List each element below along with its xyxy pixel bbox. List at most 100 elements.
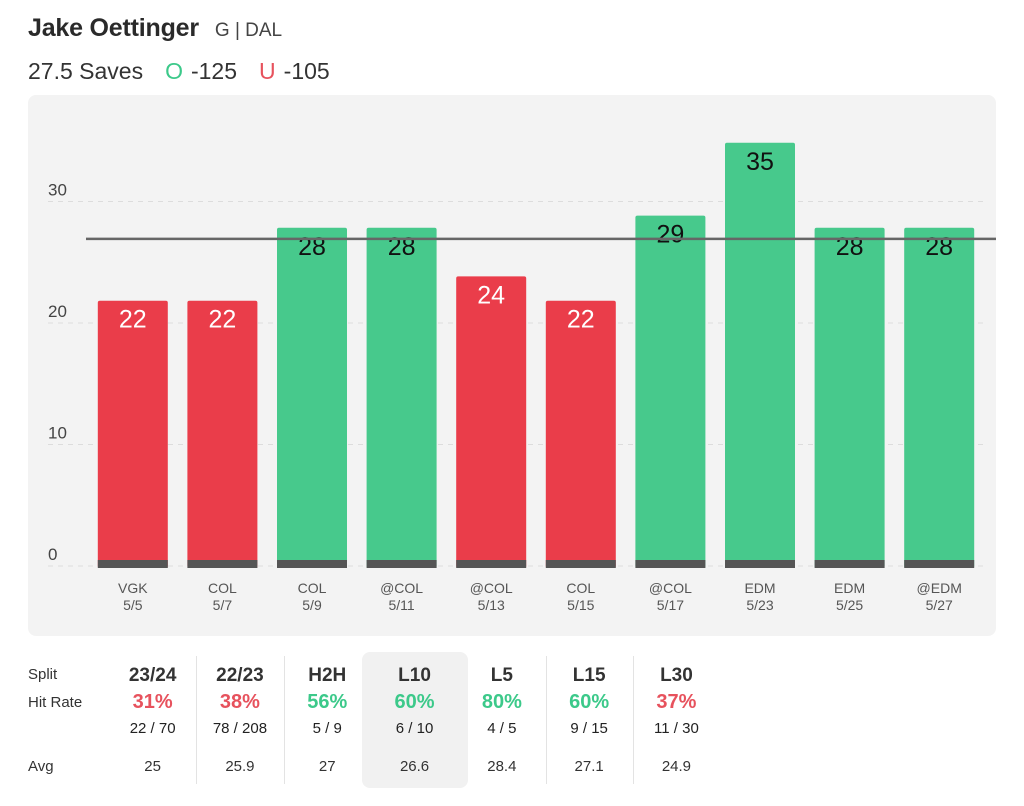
x-date-label: 5/7	[213, 597, 233, 613]
x-date-label: 5/13	[478, 597, 505, 613]
player-position-team: G | DAL	[214, 20, 283, 41]
hit-rate-value: 38%	[219, 691, 260, 713]
bar[interactable]	[366, 227, 437, 569]
x-category-label: EDM	[834, 580, 865, 596]
hit-rate-value: 60%	[394, 691, 435, 713]
under-odds[interactable]: U -105	[259, 58, 330, 85]
bar[interactable]	[635, 215, 706, 568]
over-odds-value: -125	[190, 58, 238, 84]
avg-value: 24.9	[661, 758, 692, 775]
avg-value: 25	[144, 758, 161, 775]
player-name[interactable]: Jake Oettinger	[28, 14, 199, 42]
bar[interactable]	[187, 300, 258, 568]
hit-rate-value: 60%	[569, 691, 610, 713]
x-date-label: 5/17	[657, 597, 684, 613]
bar-value-label: 24	[477, 281, 505, 309]
bar-base	[814, 560, 885, 568]
split-column-2223[interactable]: 22/23 38% 78 / 208 25.9	[187, 652, 293, 788]
avg-value: 27	[318, 758, 336, 775]
x-category-label: EDM	[744, 580, 775, 596]
bar-value-label: 28	[298, 233, 326, 261]
avg-value: 26.6	[399, 758, 430, 775]
column-divider	[196, 656, 198, 784]
bar[interactable]	[545, 300, 616, 568]
x-category-label: COL	[566, 580, 595, 596]
y-tick-label: 0	[48, 545, 57, 564]
hit-fraction: 11 / 30	[654, 720, 699, 737]
split-column-h2h[interactable]: H2H 56% 5 / 9 27	[274, 652, 380, 788]
bar-base	[366, 560, 437, 568]
hit-rate-value: 37%	[656, 691, 697, 713]
bar-value-label: 22	[567, 306, 595, 334]
under-letter: U	[259, 58, 276, 84]
split-name: L5	[490, 665, 513, 686]
bar[interactable]	[814, 227, 885, 569]
split-name: L30	[660, 665, 693, 686]
split-name: 23/24	[128, 665, 177, 686]
bar-value-label: 28	[388, 233, 416, 261]
split-column-l5[interactable]: L5 80% 4 / 5 28.4	[449, 652, 555, 788]
bar-value-label: 29	[656, 221, 684, 249]
x-category-label: @COL	[470, 580, 513, 596]
bar-base	[545, 560, 616, 568]
bar-base	[725, 560, 795, 568]
split-name: 22/23	[216, 665, 264, 686]
bar-base	[97, 560, 168, 568]
bar-base	[277, 560, 347, 568]
avg-value: 25.9	[225, 758, 255, 775]
bar[interactable]	[456, 276, 527, 568]
bar-value-label: 35	[746, 148, 774, 176]
y-tick-label: 30	[48, 181, 67, 200]
bar-value-label: 28	[925, 233, 953, 261]
x-category-label: VGK	[118, 580, 148, 596]
under-odds-value: -105	[283, 58, 330, 84]
split-row-label: Split	[28, 666, 58, 683]
x-category-label: @COL	[380, 580, 423, 596]
x-date-label: 5/23	[746, 597, 773, 613]
bar-base	[187, 560, 258, 568]
hit-fraction: 6 / 10	[395, 720, 434, 737]
hit-rate-row-label: Hit Rate	[28, 694, 83, 711]
split-column-l15[interactable]: L15 60% 9 / 15 27.1	[536, 652, 642, 788]
prop-header: Jake Oettinger G | DAL 27.5 Saves O -125…	[28, 14, 988, 85]
game-log-chart: 0 10 20 30 22 VGK 5/5 22 COL 5/7 28 COL 5/9 28 @COL 5/1…	[28, 95, 996, 636]
prop-line-row: 27.5 Saves O -125 U -105	[28, 58, 988, 85]
x-date-label: 5/25	[836, 597, 863, 613]
x-date-label: 5/27	[926, 597, 953, 613]
hit-fraction: 9 / 15	[570, 720, 608, 737]
title-row: Jake Oettinger G | DAL	[28, 14, 988, 50]
bar[interactable]	[904, 227, 975, 569]
split-name: L10	[398, 665, 431, 686]
prop-line-label: 27.5 Saves	[28, 58, 144, 84]
hit-fraction: 78 / 208	[212, 720, 268, 737]
bar[interactable]	[277, 227, 347, 569]
split-name: H2H	[308, 665, 347, 686]
bar-chart: 010203022VGK5/522COL5/728COL5/928@COL5/1…	[48, 142, 996, 613]
avg-value: 28.4	[487, 758, 517, 775]
x-category-label: @EDM	[917, 580, 962, 596]
x-date-label: 5/9	[302, 597, 322, 613]
avg-row-label: Avg	[28, 758, 54, 775]
column-divider	[632, 656, 634, 784]
column-divider	[545, 656, 547, 784]
split-column-l10[interactable]: L10 60% 6 / 10 26.6	[361, 652, 468, 788]
bar-base	[456, 560, 527, 568]
bar[interactable]	[97, 300, 168, 568]
split-column-2324[interactable]: 23/24 31% 22 / 70 25	[100, 652, 206, 788]
y-tick-label: 20	[48, 302, 67, 321]
split-column-l30[interactable]: L30 37% 11 / 30 24.9	[623, 652, 729, 788]
split-name: L15	[572, 665, 606, 686]
x-category-label: COL	[298, 580, 327, 596]
bar[interactable]	[725, 142, 795, 568]
hit-fraction: 22 / 70	[129, 720, 176, 737]
bar-value-label: 22	[119, 306, 147, 334]
over-odds[interactable]: O -125	[165, 58, 237, 85]
split-stats-table: Split Hit Rate Avg 23/24 31% 22 / 70 25 22/2…	[28, 652, 996, 792]
hit-fraction: 4 / 5	[487, 720, 517, 737]
x-date-label: 5/15	[567, 597, 594, 613]
x-date-label: 5/11	[388, 597, 414, 613]
hit-rate-value: 31%	[132, 691, 173, 713]
x-date-label: 5/5	[123, 597, 143, 613]
column-divider	[283, 656, 285, 784]
bar-value-label: 22	[208, 306, 236, 334]
